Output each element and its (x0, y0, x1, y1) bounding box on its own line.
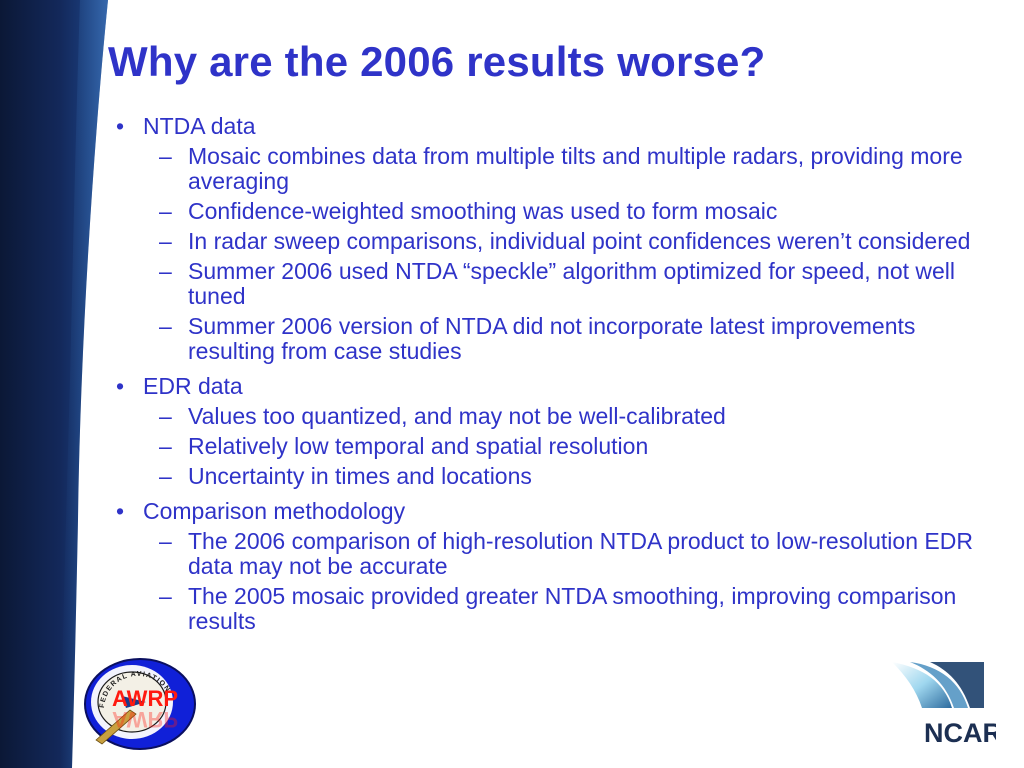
sub-bullet: – In radar sweep comparisons, individual… (116, 229, 976, 254)
sub-bullet-text: Uncertainty in times and locations (188, 463, 532, 489)
dash-marker: – (159, 198, 172, 224)
bullet-marker: • (116, 113, 125, 139)
sub-bullet-text: The 2005 mosaic provided greater NTDA sm… (188, 583, 957, 634)
bullet-label: NTDA data (143, 113, 256, 139)
dash-marker: – (159, 528, 172, 554)
sub-bullet-text: In radar sweep comparisons, individual p… (188, 228, 971, 254)
bullet-comparison-methodology: • Comparison methodology (116, 498, 976, 524)
awrp-logo-reflection: AWRP (112, 707, 178, 732)
bullet-edr-data: • EDR data (116, 373, 976, 399)
sub-bullet: – Values too quantized, and may not be w… (116, 404, 976, 429)
dash-marker: – (159, 463, 172, 489)
sub-bullet: – Uncertainty in times and locations (116, 464, 976, 489)
bullet-list: • NTDA data – Mosaic combines data from … (116, 113, 976, 634)
ncar-logo: NCAR (892, 662, 996, 748)
sub-bullet-text: Relatively low temporal and spatial reso… (188, 433, 649, 459)
ncar-logo-text: NCAR (924, 718, 996, 748)
sub-bullet-text: The 2006 comparison of high-resolution N… (188, 528, 973, 579)
sub-bullet: – The 2005 mosaic provided greater NTDA … (116, 584, 976, 634)
dash-marker: – (159, 258, 172, 284)
dash-marker: – (159, 313, 172, 339)
sub-bullet-text: Values too quantized, and may not be wel… (188, 403, 726, 429)
dash-marker: – (159, 583, 172, 609)
side-band-decoration (0, 0, 108, 768)
sub-bullet: – Confidence-weighted smoothing was used… (116, 199, 976, 224)
sub-bullet: – Relatively low temporal and spatial re… (116, 434, 976, 459)
bullet-marker: • (116, 498, 125, 524)
awrp-logo: FEDERAL AVIATION AWRP AWRP (84, 658, 196, 750)
sub-bullet: – The 2006 comparison of high-resolution… (116, 529, 976, 579)
sub-bullet-text: Summer 2006 version of NTDA did not inco… (188, 313, 916, 364)
sub-bullet: – Summer 2006 version of NTDA did not in… (116, 314, 976, 364)
sub-bullet-text: Confidence-weighted smoothing was used t… (188, 198, 778, 224)
bullet-label: Comparison methodology (143, 498, 406, 524)
dash-marker: – (159, 403, 172, 429)
dash-marker: – (159, 228, 172, 254)
bullet-marker: • (116, 373, 125, 399)
sub-bullet: – Summer 2006 used NTDA “speckle” algori… (116, 259, 976, 309)
sub-bullet-text: Summer 2006 used NTDA “speckle” algorith… (188, 258, 956, 309)
bullet-label: EDR data (143, 373, 243, 399)
dash-marker: – (159, 143, 172, 169)
sub-bullet-text: Mosaic combines data from multiple tilts… (188, 143, 963, 194)
sub-bullet: – Mosaic combines data from multiple til… (116, 144, 976, 194)
dash-marker: – (159, 433, 172, 459)
awrp-logo-text: AWRP (112, 686, 178, 711)
bullet-ntda-data: • NTDA data (116, 113, 976, 139)
slide-title: Why are the 2006 results worse? (108, 38, 766, 85)
